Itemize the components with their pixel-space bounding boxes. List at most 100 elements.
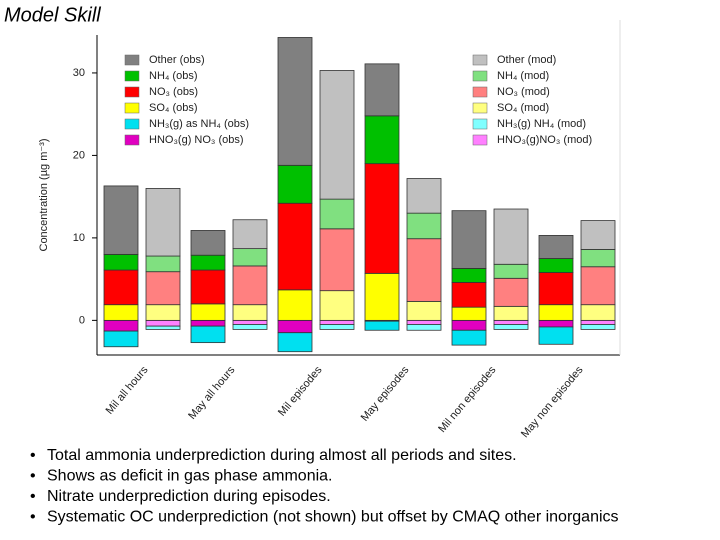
x-tick-label: May episodes: [359, 364, 412, 424]
bar-segment: [451, 268, 487, 283]
x-tick-label: Mil non episodes: [436, 364, 499, 435]
y-tick-label: 30: [73, 67, 85, 79]
legend-label: NH₃(g) NH₄ (mod): [497, 118, 586, 130]
bar-segment: [538, 272, 574, 306]
bar-segment: [493, 208, 529, 265]
legend-swatch: [472, 86, 488, 98]
bar-segment: [580, 324, 616, 330]
x-tick-label: May non episodes: [519, 364, 586, 440]
bar-segment: [319, 324, 355, 330]
legend-swatch: [472, 70, 488, 82]
legend-swatch: [472, 102, 488, 114]
bar-segment: [190, 230, 226, 256]
legend-label: NO₃ (obs): [149, 86, 198, 98]
bar-segment: [406, 300, 442, 321]
y-tick-label: 0: [79, 314, 85, 326]
bar-segment: [145, 188, 181, 257]
bar-segment: [451, 282, 487, 308]
bullet-text: Shows as deficit in gas phase ammonia.: [47, 468, 332, 485]
bar-segment: [451, 319, 487, 331]
bar-segment: [103, 185, 139, 255]
bar-segment: [451, 329, 487, 346]
bar-segment: [538, 258, 574, 273]
bar-segment: [538, 235, 574, 259]
x-tick-label: Mil episodes: [276, 364, 325, 419]
bullet-dot: •: [30, 509, 36, 526]
bar-segment: [277, 332, 313, 353]
bar-segment: [145, 255, 181, 273]
bar-segment: [103, 304, 139, 321]
legend-label: Other (mod): [497, 54, 556, 66]
bullet-text: Nitrate underprediction during episodes.: [47, 488, 331, 505]
bar-segment: [406, 238, 442, 302]
bar-segment: [277, 164, 313, 204]
bullet-dot: •: [30, 488, 36, 505]
bullet-text: Systematic OC underprediction (not shown…: [47, 509, 619, 526]
bar-segment: [277, 202, 313, 291]
bar-segment: [406, 178, 442, 214]
bar-segment: [451, 210, 487, 269]
bar-segment: [319, 319, 355, 325]
bar-segment: [538, 319, 574, 328]
bar-segment: [103, 330, 139, 348]
bar-segment: [406, 212, 442, 240]
bar-segment: [190, 319, 226, 327]
bullet-text: Total ammonia underprediction during alm…: [47, 447, 517, 464]
bullet-dot: •: [30, 447, 36, 464]
bar-segment: [580, 266, 616, 306]
bar-segment: [493, 324, 529, 330]
bar-segment: [232, 319, 268, 325]
bar-segment: [277, 37, 313, 166]
legend-swatch: [124, 86, 140, 98]
bar-segment: [580, 304, 616, 321]
bar-segment: [232, 248, 268, 267]
bar-segment: [232, 304, 268, 321]
bar-segment: [103, 269, 139, 306]
bar-segment: [319, 228, 355, 292]
legend-swatch: [124, 134, 140, 146]
legend-swatch: [472, 134, 488, 146]
bar-segment: [232, 324, 268, 330]
bar-segment: [190, 269, 226, 305]
bar-segment: [580, 220, 616, 250]
bar-segment: [103, 319, 139, 332]
legend-swatch: [472, 118, 488, 130]
bar-segment: [364, 163, 400, 274]
legend-swatch: [124, 70, 140, 82]
legend-swatch: [124, 54, 140, 66]
y-tick-label: 20: [73, 149, 85, 161]
bar-segment: [364, 115, 400, 165]
y-tick-label: 10: [73, 232, 85, 244]
legend-swatch: [124, 102, 140, 114]
legend-label: NH₄ (mod): [497, 70, 549, 82]
legend-label: NH₄ (obs): [149, 70, 198, 82]
x-tick-label: Mil all hours: [104, 364, 151, 417]
legend-swatch: [472, 54, 488, 66]
bar-segment: [319, 198, 355, 230]
bar-segment: [277, 289, 313, 321]
bar-segment: [190, 303, 226, 321]
bar-segment: [145, 304, 181, 321]
bar-segment: [145, 325, 181, 330]
bar-segment: [277, 319, 313, 334]
legend-label: NO₃ (mod): [497, 86, 550, 98]
bar-segment: [364, 63, 400, 117]
bar-segment: [232, 265, 268, 306]
bar-segment: [580, 249, 616, 268]
bar-segment: [319, 70, 355, 200]
legend-label: HNO₃(g)NO₃ (mod): [497, 134, 592, 146]
bar-segment: [145, 271, 181, 306]
legend-label: NH₃(g) as NH₄ (obs): [149, 118, 249, 130]
legend-label: SO₄ (mod): [497, 102, 549, 114]
bar-segment: [493, 277, 529, 307]
bar-segment: [493, 305, 529, 321]
bar-segment: [538, 326, 574, 345]
legend-swatch: [124, 118, 140, 130]
legend-label: HNO₃(g) NO₃ (obs): [149, 134, 244, 146]
bar-segment: [103, 253, 139, 271]
bar-segment: [319, 290, 355, 321]
bar-segment: [493, 263, 529, 279]
legend-label: SO₄ (obs): [149, 102, 198, 114]
legend-label: Other (obs): [149, 54, 205, 66]
